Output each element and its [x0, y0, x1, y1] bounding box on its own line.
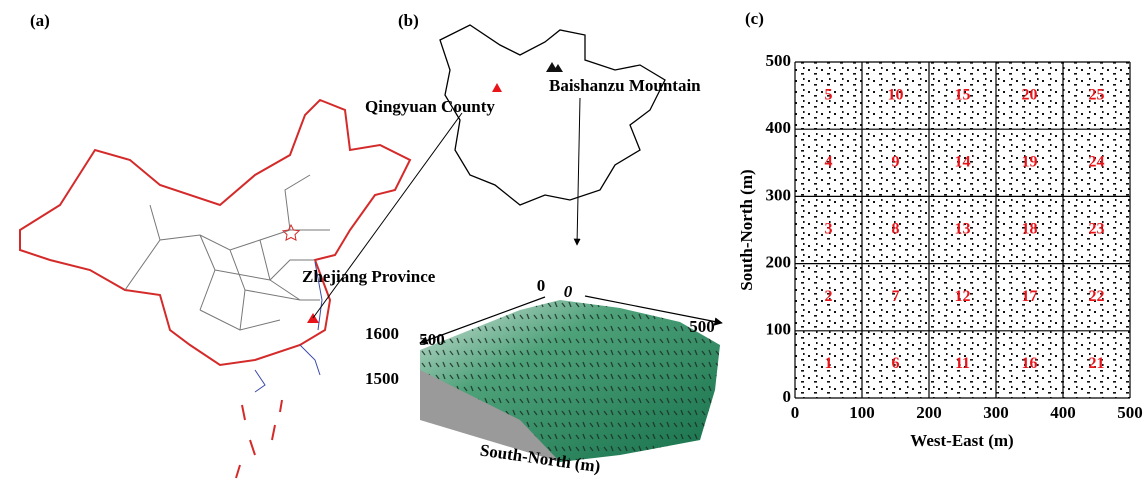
mountain-label: Baishanzu Mountain	[549, 76, 701, 95]
plot-label: 14	[955, 153, 971, 170]
plot-label: 8	[892, 221, 900, 238]
y-tick-label: 0	[783, 387, 792, 406]
plot-label: 1	[825, 355, 833, 372]
x-tick-label: 500	[1117, 403, 1143, 422]
y-tick-label: 400	[766, 118, 792, 137]
plot-label: 13	[955, 221, 971, 238]
x-tick-label: 400	[1050, 403, 1076, 422]
county-marker	[492, 83, 502, 92]
surface-axis-label: 500	[419, 330, 445, 349]
surface-axis-label: 0	[564, 282, 573, 301]
plot-label: 4	[825, 153, 833, 170]
plot-label: 3	[825, 221, 833, 238]
plot-label: 21	[1089, 355, 1105, 372]
plot-label: 16	[1022, 355, 1038, 372]
plot-label: 11	[955, 355, 970, 372]
y-axis-title: South-North (m)	[737, 169, 756, 290]
figure: (a) Zhejiang Province (b) Qingyuan Count…	[0, 0, 1146, 494]
x-tick-label: 300	[983, 403, 1009, 422]
plot-label: 20	[1022, 86, 1038, 103]
connector	[313, 113, 462, 318]
elevation-tick-label: 1500	[365, 369, 399, 388]
panel-label: (c)	[745, 9, 764, 28]
surface-axis-label: 500	[689, 317, 715, 336]
plot-label: 18	[1022, 221, 1038, 238]
plot-label: 5	[825, 86, 833, 103]
x-tick-label: 200	[916, 403, 942, 422]
plot-label: 19	[1022, 153, 1038, 170]
plot-label: 25	[1089, 86, 1105, 103]
elevation-tick-label: 1600	[365, 324, 399, 343]
plot-label: 9	[892, 153, 900, 170]
panel-label: (b)	[398, 11, 419, 30]
plot-label: 2	[825, 288, 833, 305]
china-map	[20, 100, 410, 478]
mountain-icon	[546, 62, 563, 72]
terrain-surface	[420, 296, 722, 462]
province-label: Zhejiang Province	[302, 267, 436, 286]
x-axis-title: West-East (m)	[910, 431, 1013, 450]
x-tick-label: 100	[849, 403, 875, 422]
surface-axis-label: 0	[537, 276, 546, 295]
plot-label: 15	[955, 86, 971, 103]
plot-label: 10	[888, 86, 904, 103]
plot-label: 24	[1089, 153, 1105, 170]
plot-label: 7	[892, 288, 900, 305]
county-label: Qingyuan County	[365, 97, 495, 116]
y-tick-label: 300	[766, 185, 792, 204]
plot-label: 17	[1022, 288, 1038, 305]
x-tick-label: 0	[791, 403, 800, 422]
plot-label: 22	[1089, 288, 1105, 305]
plot-label: 23	[1089, 221, 1105, 238]
plot-label: 12	[955, 288, 971, 305]
plot-label: 6	[892, 355, 900, 372]
y-tick-label: 100	[766, 320, 792, 339]
y-tick-label: 200	[766, 253, 792, 272]
y-tick-label: 500	[766, 51, 792, 70]
arrow	[577, 98, 580, 245]
panel-label: (a)	[30, 11, 50, 30]
